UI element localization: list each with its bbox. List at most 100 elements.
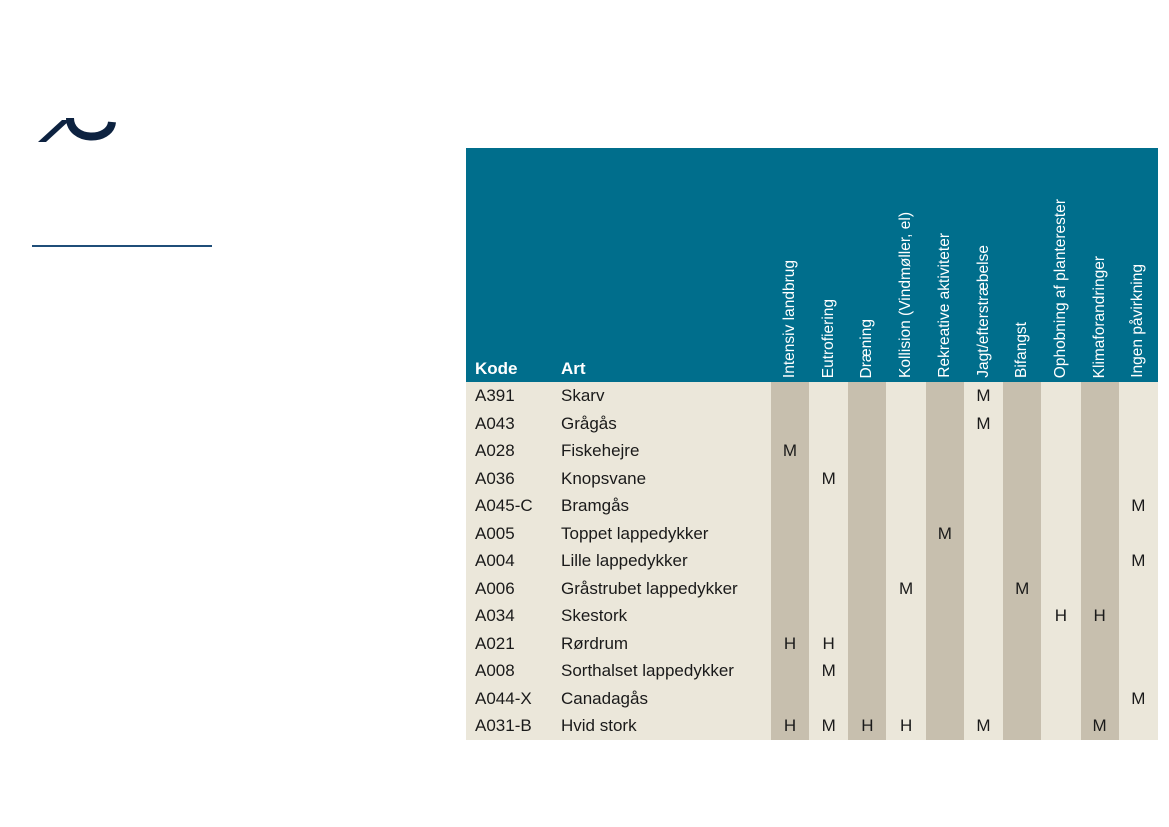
- impact-cell: M: [976, 413, 991, 433]
- impact-cell: [925, 492, 964, 520]
- impact-cell: [925, 382, 964, 410]
- impact-cell: [848, 437, 887, 465]
- impact-cell: [810, 575, 848, 603]
- impact-cell: [965, 492, 1003, 520]
- impact-cell: [925, 629, 964, 657]
- impact-cell: [1003, 437, 1042, 465]
- impact-cell: [965, 685, 1003, 713]
- impact-cell: [887, 657, 925, 685]
- impact-cell: M: [1131, 551, 1146, 570]
- impact-cell: H: [771, 629, 809, 657]
- species-name: Skarv: [561, 386, 605, 405]
- impact-cell: [925, 464, 964, 492]
- impact-cell: [771, 519, 809, 547]
- impact-cell: [771, 657, 809, 685]
- impact-cell: [1080, 437, 1119, 465]
- impact-cell: [1080, 519, 1119, 547]
- species-name: Bramgås: [561, 496, 630, 515]
- header-column-label: Eutrofiering: [819, 298, 837, 378]
- impact-cell: [1119, 382, 1157, 410]
- impact-cell: M: [976, 716, 991, 735]
- impact-cell: [1003, 684, 1042, 712]
- species-code: A031-B: [475, 716, 532, 735]
- table-row: A034 Skestork H H: [466, 602, 1158, 630]
- impact-cell: [1042, 382, 1080, 410]
- species-name: Fiskehejre: [561, 441, 640, 460]
- impact-cell: M: [1003, 574, 1042, 602]
- impact-cell: [771, 382, 809, 410]
- species-code: A008: [475, 661, 515, 680]
- header-column: Rekreative aktiviteter: [926, 148, 964, 382]
- logo-slash: [38, 120, 70, 142]
- impact-cell: [1003, 382, 1042, 410]
- header-column-label: Jagt/efterstræbelse: [974, 245, 992, 378]
- impact-cell: [965, 630, 1003, 658]
- impact-cell: [1119, 410, 1157, 438]
- impact-cell: [1080, 464, 1119, 492]
- species-code: A005: [475, 523, 515, 543]
- impact-cell: [925, 409, 964, 437]
- species-code: A036: [475, 468, 515, 488]
- species-name: Rørdrum: [561, 633, 629, 653]
- impact-cell: [810, 685, 848, 713]
- impact-cell: [1119, 712, 1157, 740]
- impact-cell: [925, 574, 964, 602]
- header-column: Dræning: [848, 148, 886, 382]
- header-column-label: Ophobning af planterester: [1051, 198, 1069, 378]
- impact-cell: M: [821, 661, 836, 680]
- impact-cell: [1042, 492, 1080, 520]
- impact-cell: [1003, 492, 1042, 520]
- impact-cell: [1042, 410, 1080, 438]
- impact-cell: [925, 684, 964, 712]
- header-column: Kollision (Vindmøller, el): [887, 148, 925, 382]
- species-code: A034: [475, 606, 515, 625]
- species-code: A043: [475, 413, 515, 433]
- impact-cell: [848, 382, 887, 410]
- impact-cell: M: [899, 578, 914, 598]
- species-code: A044-X: [475, 688, 532, 708]
- header-column: Eutrofiering: [810, 148, 848, 382]
- impact-cell: [848, 574, 887, 602]
- header-column: Ophobning af planterester: [1042, 148, 1080, 382]
- impact-cell: H: [822, 633, 835, 653]
- species-code: A006: [475, 578, 515, 598]
- impact-cell: [848, 519, 887, 547]
- table-row: A021 Rørdrum H H: [466, 629, 1158, 658]
- impact-cell: [965, 547, 1003, 575]
- table-row: A004 Lille lappedykker M: [466, 547, 1158, 575]
- impact-cell: [965, 602, 1003, 630]
- impact-cell: [771, 464, 809, 492]
- impact-cell: [771, 409, 809, 437]
- table-row: A391 Skarv M: [466, 382, 1158, 410]
- species-code: A004: [475, 551, 515, 570]
- impact-cell: [848, 409, 887, 437]
- table-header: Kode Art Intensiv landbrug Eutrofiering Dr…: [466, 148, 1158, 382]
- impact-cell: [1042, 520, 1080, 548]
- species-name: Sorthalset lappedykker: [561, 661, 734, 680]
- impact-cell: [1042, 575, 1080, 603]
- impact-cell: M: [1131, 496, 1146, 515]
- impact-cell: [887, 520, 925, 548]
- species-name: Lille lappedykker: [561, 551, 688, 570]
- header-column: Ingen påvirkning: [1119, 148, 1157, 382]
- impact-cell: [848, 492, 887, 520]
- header-column-label: Ingen påvirkning: [1129, 264, 1147, 378]
- impact-cell: [887, 685, 925, 713]
- impact-cell: [848, 464, 887, 492]
- header-column: Klimaforandringer: [1081, 148, 1119, 382]
- impact-cell: M: [821, 468, 836, 488]
- impact-cell: [1080, 409, 1119, 437]
- impact-cell: [1080, 657, 1119, 685]
- impact-cell: [1119, 575, 1157, 603]
- impact-cell: [1119, 437, 1157, 465]
- impact-cell: H: [899, 716, 913, 735]
- header-column-label: Intensiv landbrug: [781, 259, 798, 378]
- impact-cell: [848, 657, 887, 685]
- impact-cell: [848, 602, 887, 630]
- impact-cell: [1042, 685, 1080, 713]
- impact-cell: H: [848, 712, 887, 740]
- impact-cell: [771, 684, 809, 712]
- impact-cell: [810, 410, 848, 438]
- impact-cell: [1042, 712, 1080, 740]
- impact-cell: [887, 410, 925, 438]
